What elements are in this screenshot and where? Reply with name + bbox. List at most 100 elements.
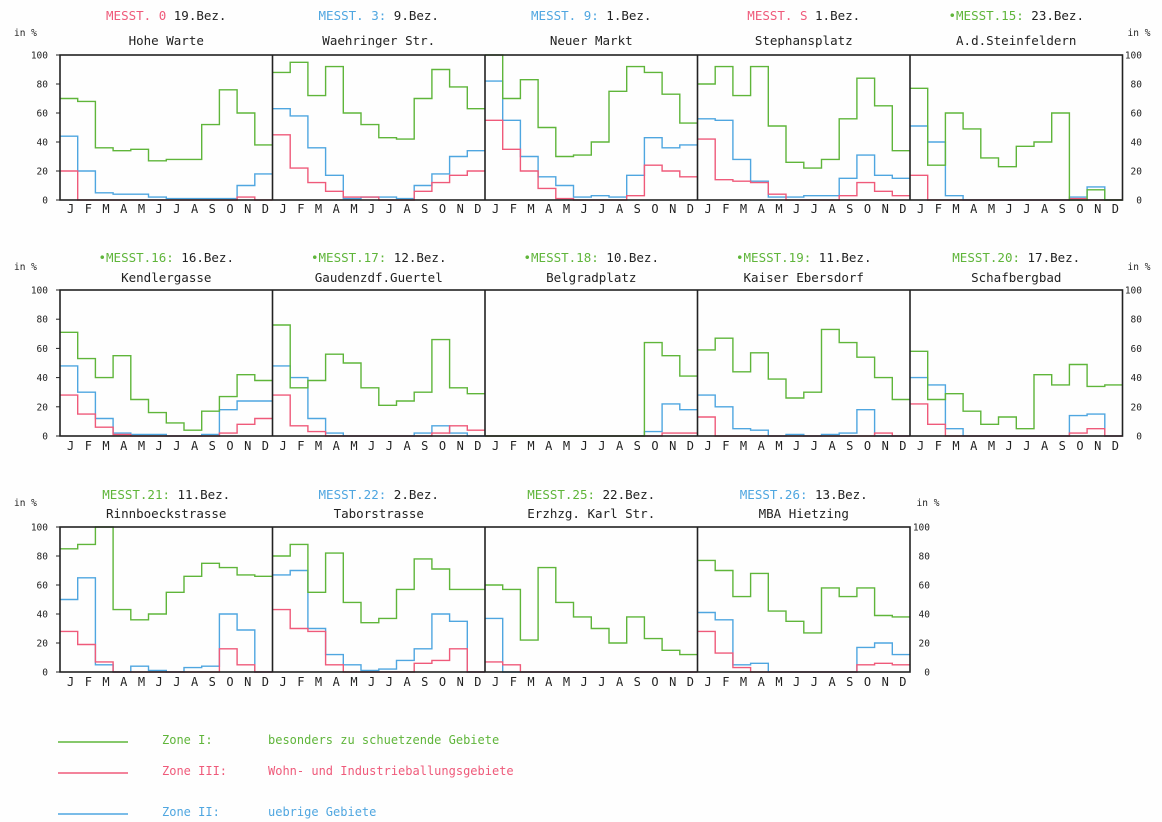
month-label: S <box>1059 202 1066 216</box>
month-label: N <box>1094 202 1101 216</box>
month-label: J <box>811 439 818 453</box>
station-label: MESST. S <box>747 8 815 23</box>
series-line <box>272 61 485 140</box>
station-name: Taborstrasse <box>334 506 424 521</box>
month-label: A <box>120 675 128 689</box>
y-tick-label-left: 20 <box>37 167 49 178</box>
district-label: 13.Bez. <box>815 487 868 502</box>
month-label: F <box>297 202 304 216</box>
month-label: A <box>758 202 766 216</box>
month-label: N <box>244 439 251 453</box>
month-label: N <box>882 675 889 689</box>
month-label: J <box>705 439 712 453</box>
series-line <box>697 416 910 437</box>
month-label: J <box>156 439 163 453</box>
month-label: N <box>669 675 676 689</box>
month-label: F <box>722 439 729 453</box>
panel-header: •MESST.18: 10.Bez. <box>524 250 659 265</box>
y-tick-label-left: 0 <box>42 432 48 443</box>
month-label: F <box>935 202 942 216</box>
station-label: MESST.21: <box>102 487 177 502</box>
month-label: S <box>209 202 216 216</box>
month-label: J <box>581 439 588 453</box>
month-label: M <box>952 439 959 453</box>
month-label: S <box>634 202 641 216</box>
month-label: F <box>510 202 517 216</box>
series-line <box>697 559 910 634</box>
month-label: F <box>85 439 92 453</box>
station-label: MESST. 0 <box>106 8 174 23</box>
district-label: 17.Bez. <box>1028 250 1081 265</box>
series-line <box>60 365 273 437</box>
month-label: O <box>226 675 233 689</box>
month-label: S <box>421 675 428 689</box>
y-tick-label-right: 80 <box>1131 315 1143 326</box>
y-tick-label-left: 100 <box>31 51 48 62</box>
series-line <box>60 526 273 621</box>
month-label: M <box>102 675 109 689</box>
row-frame <box>59 526 911 673</box>
month-label: J <box>156 675 163 689</box>
month-label: A <box>120 439 128 453</box>
row-frame <box>59 54 1124 201</box>
district-label: 11.Bez. <box>178 487 231 502</box>
station-label: MESST.20: <box>952 250 1027 265</box>
y-tick-label-left: 20 <box>37 639 49 650</box>
month-label: N <box>457 439 464 453</box>
legend-zone: Zone I: <box>162 733 213 747</box>
month-label: A <box>616 202 624 216</box>
month-label: F <box>510 439 517 453</box>
district-label: 9.Bez. <box>394 8 439 23</box>
legend-zone: Zone II: <box>162 805 220 819</box>
month-label: A <box>1041 439 1049 453</box>
district-label: 12.Bez. <box>394 250 447 265</box>
panel-header: •MESST.17: 12.Bez. <box>311 250 446 265</box>
station-name: Kendlergasse <box>121 270 211 285</box>
series-line <box>697 118 910 198</box>
month-label: M <box>315 439 322 453</box>
panel-header: •MESST.16: 16.Bez. <box>99 250 234 265</box>
month-label: J <box>598 675 605 689</box>
month-label: S <box>846 202 853 216</box>
month-label: J <box>67 439 74 453</box>
month-label: A <box>333 675 341 689</box>
month-label: M <box>775 439 782 453</box>
y-tick-label-right: 0 <box>924 668 930 679</box>
month-label: J <box>386 439 393 453</box>
y-tick-label-left: 40 <box>37 373 49 384</box>
station-name: Erzhzg. Karl Str. <box>527 506 655 521</box>
month-label: F <box>85 675 92 689</box>
month-label: F <box>297 675 304 689</box>
series-line <box>272 543 485 624</box>
month-label: J <box>705 675 712 689</box>
month-label: J <box>1023 202 1030 216</box>
month-label: M <box>350 202 357 216</box>
district-label: 22.Bez. <box>603 487 656 502</box>
month-label: J <box>368 439 375 453</box>
y-unit-label-left: in % <box>14 28 37 39</box>
month-label: M <box>988 439 995 453</box>
month-label: J <box>793 202 800 216</box>
panel: MESST.25: 22.Bez.Erzhzg. Karl Str.J F M A M J… <box>485 487 698 689</box>
month-label: O <box>439 675 446 689</box>
series-line <box>60 630 273 673</box>
month-label: O <box>651 202 658 216</box>
month-label: O <box>651 439 658 453</box>
month-label: D <box>899 202 906 216</box>
series-line <box>60 135 273 200</box>
month-label: M <box>740 675 747 689</box>
month-label: J <box>917 202 924 216</box>
month-label: J <box>598 202 605 216</box>
month-label: J <box>173 202 180 216</box>
month-label: J <box>368 675 375 689</box>
district-label: 10.Bez. <box>606 250 659 265</box>
month-label: M <box>563 202 570 216</box>
station-name: MBA Hietzing <box>759 506 849 521</box>
month-label: J <box>280 439 287 453</box>
station-name: Hohe Warte <box>129 33 204 48</box>
series-line <box>60 89 273 162</box>
